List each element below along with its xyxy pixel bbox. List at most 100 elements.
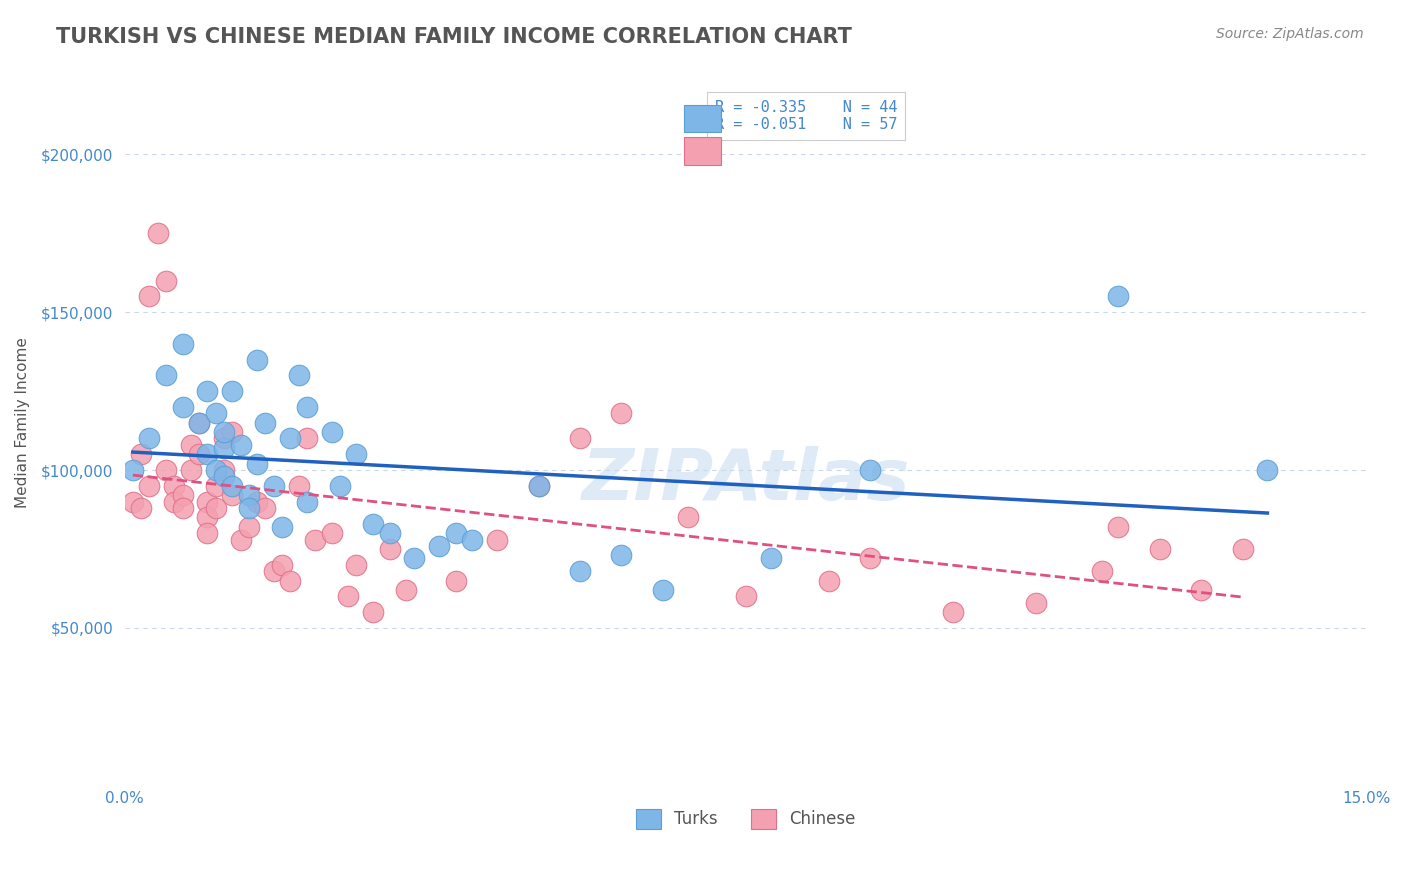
- Point: [138, 289, 160, 303]
- Point: [287, 479, 309, 493]
- FancyBboxPatch shape: [683, 137, 721, 165]
- Point: [404, 551, 426, 566]
- Point: [1107, 520, 1129, 534]
- Point: [271, 558, 294, 572]
- Point: [1149, 541, 1171, 556]
- Point: [212, 469, 235, 483]
- Point: [1232, 541, 1254, 556]
- Point: [238, 500, 260, 515]
- Point: [155, 463, 177, 477]
- Point: [180, 438, 202, 452]
- Point: [146, 226, 169, 240]
- Point: [1256, 463, 1278, 477]
- Point: [486, 533, 509, 547]
- Point: [1189, 582, 1212, 597]
- Point: [295, 494, 318, 508]
- Point: [254, 500, 277, 515]
- Point: [254, 416, 277, 430]
- Point: [238, 488, 260, 502]
- Point: [212, 441, 235, 455]
- Point: [238, 520, 260, 534]
- Y-axis label: Median Family Income: Median Family Income: [15, 337, 30, 508]
- Point: [569, 432, 592, 446]
- Point: [304, 533, 326, 547]
- Point: [378, 526, 401, 541]
- Point: [444, 526, 467, 541]
- Point: [295, 432, 318, 446]
- Point: [212, 463, 235, 477]
- Point: [155, 368, 177, 383]
- Point: [221, 425, 243, 439]
- Point: [212, 432, 235, 446]
- Point: [197, 526, 219, 541]
- Point: [1091, 564, 1114, 578]
- Point: [942, 605, 965, 619]
- Legend: Turks, Chinese: Turks, Chinese: [628, 802, 862, 836]
- Point: [271, 520, 294, 534]
- Point: [221, 384, 243, 398]
- Point: [204, 463, 226, 477]
- Point: [346, 558, 368, 572]
- Point: [461, 533, 484, 547]
- Point: [188, 447, 211, 461]
- Point: [188, 416, 211, 430]
- Point: [229, 438, 252, 452]
- Point: [246, 494, 269, 508]
- Point: [527, 479, 550, 493]
- Text: R = -0.335    N = 44
R = -0.051    N = 57: R = -0.335 N = 44 R = -0.051 N = 57: [714, 100, 897, 132]
- Point: [329, 479, 352, 493]
- Point: [172, 400, 194, 414]
- Point: [610, 549, 633, 563]
- Point: [172, 488, 194, 502]
- Point: [817, 574, 839, 588]
- Point: [229, 533, 252, 547]
- Point: [197, 494, 219, 508]
- Point: [172, 500, 194, 515]
- Point: [180, 463, 202, 477]
- Point: [278, 574, 301, 588]
- Point: [444, 574, 467, 588]
- Point: [676, 510, 699, 524]
- Point: [278, 432, 301, 446]
- Text: ZIPAtlas: ZIPAtlas: [582, 446, 910, 516]
- Point: [197, 510, 219, 524]
- Point: [287, 368, 309, 383]
- Point: [859, 463, 882, 477]
- Point: [221, 479, 243, 493]
- Point: [188, 416, 211, 430]
- Point: [734, 590, 756, 604]
- Point: [138, 432, 160, 446]
- Point: [122, 494, 145, 508]
- Point: [163, 479, 186, 493]
- Point: [346, 447, 368, 461]
- Point: [129, 447, 152, 461]
- Point: [122, 463, 145, 477]
- Point: [337, 590, 360, 604]
- Point: [378, 541, 401, 556]
- Point: [651, 582, 673, 597]
- Point: [212, 425, 235, 439]
- Text: TURKISH VS CHINESE MEDIAN FAMILY INCOME CORRELATION CHART: TURKISH VS CHINESE MEDIAN FAMILY INCOME …: [56, 27, 852, 46]
- FancyBboxPatch shape: [683, 104, 721, 132]
- Point: [569, 564, 592, 578]
- Point: [321, 425, 343, 439]
- Point: [295, 400, 318, 414]
- Point: [1107, 289, 1129, 303]
- Point: [361, 516, 384, 531]
- Point: [527, 479, 550, 493]
- Point: [610, 406, 633, 420]
- Point: [172, 336, 194, 351]
- Point: [197, 447, 219, 461]
- Point: [263, 479, 285, 493]
- Point: [395, 582, 418, 597]
- Point: [155, 274, 177, 288]
- Point: [1025, 596, 1047, 610]
- Point: [129, 500, 152, 515]
- Text: Source: ZipAtlas.com: Source: ZipAtlas.com: [1216, 27, 1364, 41]
- Point: [321, 526, 343, 541]
- Point: [204, 406, 226, 420]
- Point: [759, 551, 782, 566]
- Point: [204, 500, 226, 515]
- Point: [427, 539, 450, 553]
- Point: [204, 479, 226, 493]
